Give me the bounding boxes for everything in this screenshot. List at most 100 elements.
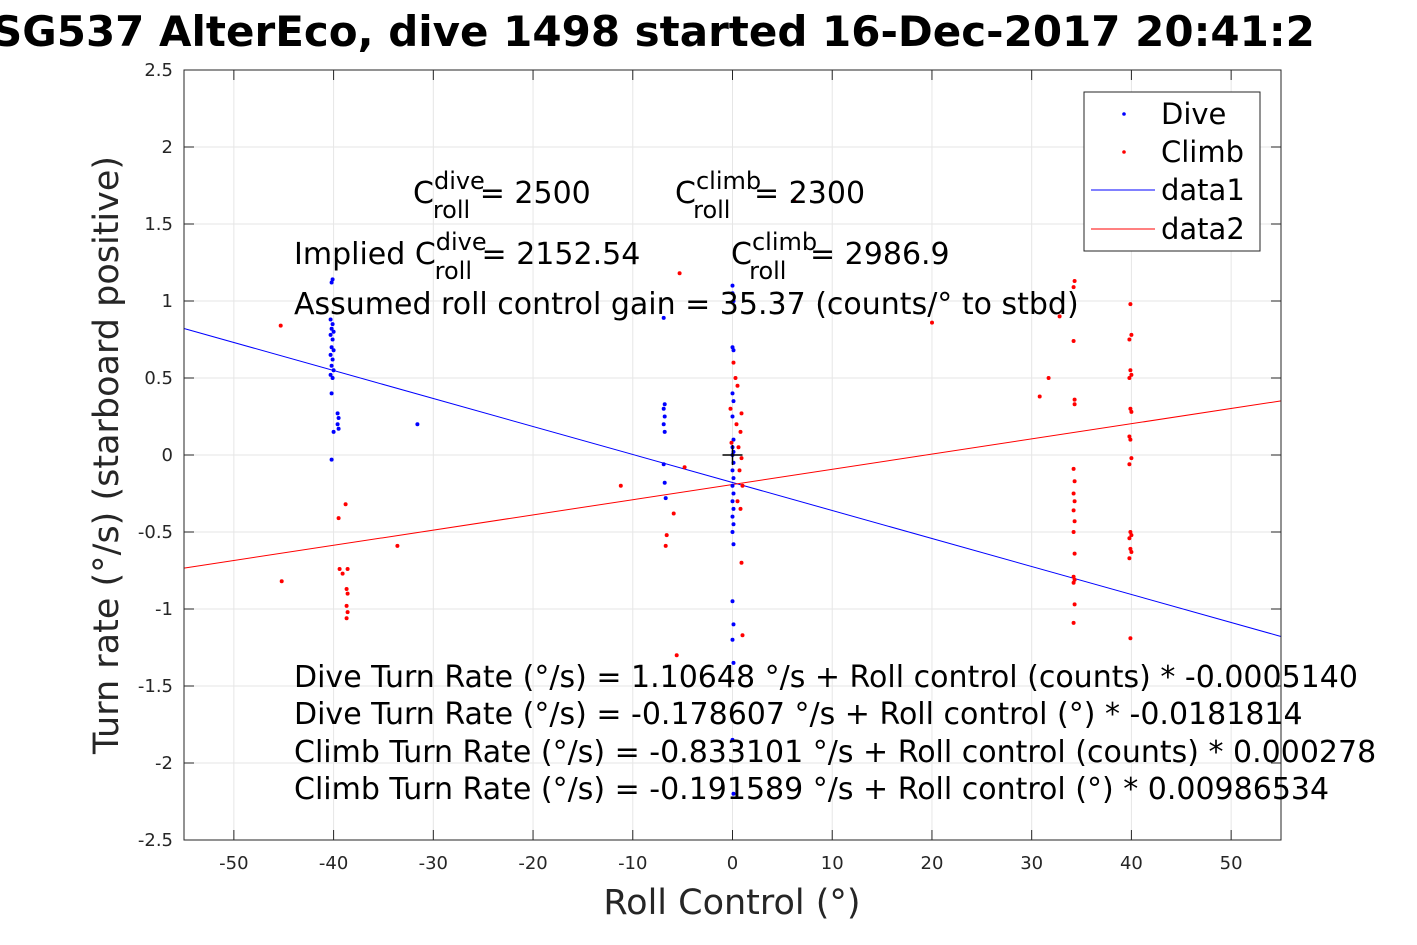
point-climb xyxy=(740,633,745,638)
point-climb xyxy=(735,499,740,504)
point-climb xyxy=(1071,620,1076,625)
point-climb xyxy=(344,587,349,591)
point-dive xyxy=(731,437,736,442)
annotation-implied-dive: Implied Cdive roll = 2152.54 xyxy=(294,228,640,285)
x-tick-label: 0 xyxy=(727,853,738,874)
point-climb xyxy=(344,603,349,608)
y-tick-label: 2 xyxy=(162,137,173,158)
center-marker xyxy=(722,445,743,465)
legend-dive-marker xyxy=(1122,112,1126,116)
point-climb xyxy=(1127,376,1132,380)
point-dive xyxy=(330,337,335,342)
point-climb xyxy=(1129,533,1134,538)
point-climb xyxy=(677,271,682,276)
point-dive xyxy=(730,737,735,742)
point-dive xyxy=(731,491,736,496)
point-dive xyxy=(329,457,334,462)
legend-data2-label: data2 xyxy=(1161,212,1245,246)
point-climb xyxy=(735,383,740,388)
point-dive xyxy=(730,414,735,419)
point-climb xyxy=(1127,462,1132,467)
point-climb xyxy=(739,456,744,461)
point-dive xyxy=(730,291,735,296)
y-tick-label: -0.5 xyxy=(138,522,173,543)
point-climb xyxy=(1072,479,1077,484)
point-climb xyxy=(739,560,744,565)
point-dive xyxy=(328,372,333,377)
x-tick-label: -40 xyxy=(319,853,348,874)
point-climb xyxy=(1046,376,1051,380)
point-dive xyxy=(730,345,735,350)
annotation-gain: Assumed roll control gain = 35.37 (count… xyxy=(294,287,1079,322)
point-climb xyxy=(731,360,736,365)
point-climb xyxy=(1071,491,1076,496)
point-dive xyxy=(731,660,736,665)
x-tick-label: -10 xyxy=(618,853,647,874)
point-dive xyxy=(331,348,336,353)
point-climb xyxy=(736,445,741,450)
point-climb xyxy=(1128,302,1133,307)
point-climb xyxy=(1128,636,1133,641)
point-climb xyxy=(682,465,687,470)
point-climb xyxy=(792,198,797,203)
point-climb xyxy=(1072,577,1077,582)
point-dive xyxy=(661,406,666,411)
point-climb xyxy=(1129,332,1134,337)
point-climb xyxy=(279,579,284,584)
chart-title: SG537 AlterEco, dive 1498 started 16-Dec… xyxy=(0,7,1315,56)
point-dive xyxy=(731,542,736,547)
point-climb xyxy=(671,511,676,516)
annotation-implied-climb: Cclimb roll = 2986.9 xyxy=(731,228,950,285)
point-climb xyxy=(738,506,743,511)
annotation-fit-dive-counts: Dive Turn Rate (°/s) = 1.10648 °/s + Rol… xyxy=(294,660,1358,695)
point-climb xyxy=(1071,466,1076,471)
y-tick-label: -1.5 xyxy=(138,676,173,697)
point-dive xyxy=(328,332,333,337)
y-tick-label: 0 xyxy=(162,445,173,466)
y-tick-label: 0.5 xyxy=(144,368,173,389)
point-climb xyxy=(345,591,350,596)
point-climb xyxy=(344,616,349,621)
point-climb xyxy=(930,320,934,325)
point-climb xyxy=(1072,602,1077,607)
point-dive xyxy=(661,422,666,427)
point-dive xyxy=(329,326,334,331)
point-climb xyxy=(1128,437,1133,442)
point-dive xyxy=(336,416,341,420)
point-climb xyxy=(664,533,669,538)
x-tick-label: 40 xyxy=(1120,853,1143,874)
point-dive xyxy=(730,283,735,288)
point-dive xyxy=(731,348,736,353)
point-dive xyxy=(730,499,735,504)
x-tick-label: 50 xyxy=(1220,853,1243,874)
point-climb xyxy=(1129,550,1134,554)
point-climb xyxy=(729,440,734,445)
point-climb xyxy=(1072,279,1077,283)
point-dive xyxy=(730,637,735,642)
point-dive xyxy=(335,422,340,427)
point-dive xyxy=(328,352,333,357)
point-dive xyxy=(730,391,735,396)
point-climb xyxy=(1129,456,1134,461)
x-tick-label: -50 xyxy=(219,853,248,874)
point-dive xyxy=(331,329,336,334)
point-dive xyxy=(415,422,420,427)
point-dive xyxy=(731,399,736,404)
point-climb xyxy=(733,376,738,380)
point-dive xyxy=(335,411,340,416)
point-dive xyxy=(730,468,735,473)
point-dive xyxy=(661,315,666,320)
point-climb xyxy=(734,422,739,427)
point-climb xyxy=(740,483,745,488)
legend-data1-label: data1 xyxy=(1161,173,1245,207)
annotation-fit-climb-counts: Climb Turn Rate (°/s) = -0.833101 °/s + … xyxy=(294,735,1376,770)
point-dive xyxy=(731,506,736,511)
annotation-c-roll-dive: Cdive roll = 2500 xyxy=(413,167,591,224)
x-tick-label: -30 xyxy=(419,853,448,874)
point-climb xyxy=(340,571,345,576)
series-line-data1 xyxy=(183,328,1282,637)
x-tick-label: 10 xyxy=(821,853,844,874)
point-dive xyxy=(731,522,736,527)
y-tick-label: 2.5 xyxy=(144,60,173,81)
